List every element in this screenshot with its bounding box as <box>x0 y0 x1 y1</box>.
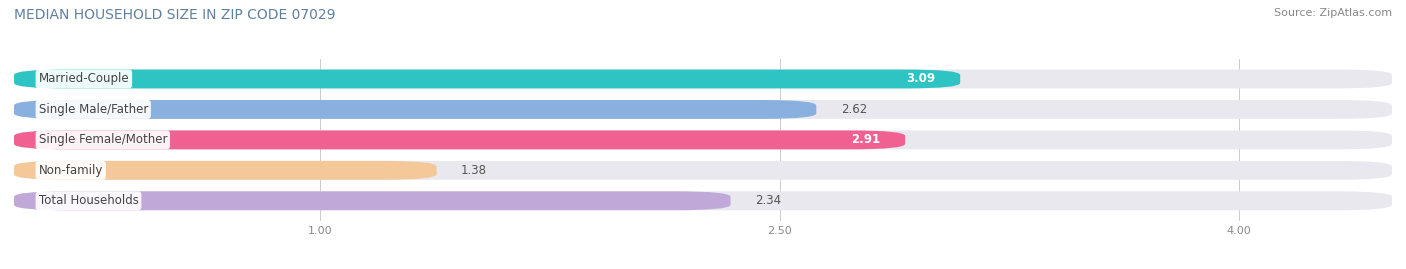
FancyBboxPatch shape <box>14 191 1392 210</box>
Text: Total Households: Total Households <box>38 194 138 207</box>
FancyBboxPatch shape <box>14 69 960 89</box>
FancyBboxPatch shape <box>14 69 1392 89</box>
Text: 3.09: 3.09 <box>907 72 936 86</box>
Text: Single Female/Mother: Single Female/Mother <box>38 133 167 146</box>
Text: 2.62: 2.62 <box>841 103 868 116</box>
Text: Source: ZipAtlas.com: Source: ZipAtlas.com <box>1274 8 1392 18</box>
Text: 2.91: 2.91 <box>852 133 880 146</box>
Text: 2.34: 2.34 <box>755 194 782 207</box>
Text: 1.38: 1.38 <box>461 164 486 177</box>
FancyBboxPatch shape <box>14 130 905 149</box>
FancyBboxPatch shape <box>14 161 1392 180</box>
FancyBboxPatch shape <box>14 100 817 119</box>
FancyBboxPatch shape <box>14 191 731 210</box>
Text: Single Male/Father: Single Male/Father <box>38 103 148 116</box>
FancyBboxPatch shape <box>14 130 1392 149</box>
FancyBboxPatch shape <box>14 161 437 180</box>
Text: Non-family: Non-family <box>38 164 103 177</box>
FancyBboxPatch shape <box>14 100 1392 119</box>
Text: MEDIAN HOUSEHOLD SIZE IN ZIP CODE 07029: MEDIAN HOUSEHOLD SIZE IN ZIP CODE 07029 <box>14 8 336 22</box>
Text: Married-Couple: Married-Couple <box>38 72 129 86</box>
